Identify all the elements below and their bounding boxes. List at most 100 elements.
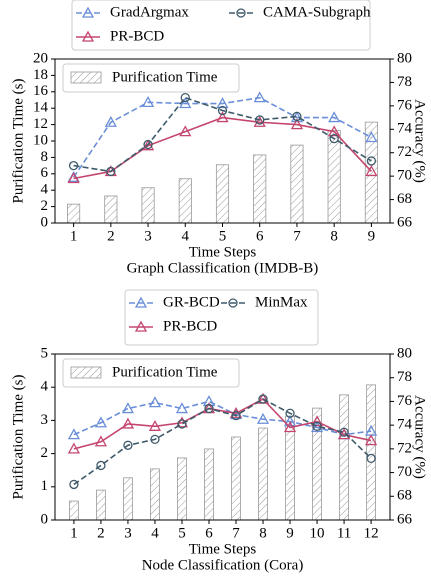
- x-tick-label: 9: [286, 525, 294, 541]
- legend-label: Purification Time: [112, 69, 218, 85]
- x-axis-label: Time Steps: [189, 244, 257, 260]
- y-tick-label: 1: [41, 478, 49, 494]
- marker: [328, 111, 341, 123]
- marker: [121, 417, 135, 429]
- line: [73, 116, 372, 180]
- y2-tick-label: 76: [397, 97, 413, 113]
- marker: [179, 125, 192, 137]
- x-tick-label: 12: [364, 525, 379, 541]
- bar: [339, 394, 349, 521]
- x-tick-label: 7: [293, 228, 301, 244]
- legend-label: GradArgmax: [110, 4, 189, 20]
- marker: [285, 408, 295, 418]
- legend-label: PR-BCD: [110, 28, 164, 44]
- bar: [253, 154, 267, 224]
- y-tick-label: 20: [33, 50, 48, 66]
- x-tick-label: 11: [337, 525, 351, 541]
- legend-swatch: [70, 71, 102, 84]
- marker: [328, 125, 341, 137]
- bar: [67, 203, 81, 224]
- marker: [202, 395, 216, 407]
- marker: [104, 115, 117, 127]
- marker: [365, 131, 378, 143]
- x-tick-label: 8: [330, 228, 338, 244]
- bar: [178, 178, 192, 224]
- y-axis-label: Purification Time (s): [10, 78, 26, 203]
- bar: [150, 468, 160, 521]
- x-tick-label: 3: [124, 525, 132, 541]
- y2-tick-label: 68: [397, 488, 412, 504]
- x-tick-label: 1: [70, 228, 78, 244]
- x-tick-label: 9: [368, 228, 376, 244]
- y-tick-label: 8: [41, 149, 49, 165]
- marker: [141, 139, 155, 151]
- marker: [366, 156, 377, 166]
- y-tick-label: 0: [41, 511, 49, 527]
- legend-label: CAMA-Subgraph: [263, 4, 371, 20]
- bar: [366, 384, 376, 521]
- y-tick-label: 5: [41, 345, 49, 361]
- marker: [339, 427, 349, 437]
- bar: [69, 500, 79, 521]
- plot-frame: [54, 353, 391, 521]
- marker: [96, 460, 106, 471]
- y-tick-label: 4: [41, 379, 49, 395]
- marker: [67, 442, 81, 454]
- marker: [217, 105, 228, 116]
- marker: [228, 298, 238, 308]
- y2-tick-label: 66: [397, 511, 413, 527]
- marker: [134, 296, 148, 308]
- bar: [258, 427, 268, 521]
- y-tick-label: 0: [41, 214, 49, 230]
- x-tick-label: 3: [144, 228, 152, 244]
- bar: [96, 489, 106, 521]
- marker: [236, 8, 246, 18]
- marker: [292, 111, 302, 122]
- marker: [253, 115, 266, 127]
- y-tick-label: 6: [41, 165, 49, 181]
- marker: [94, 416, 108, 428]
- caption: Node Classification (Cora): [142, 557, 304, 573]
- x-tick-label: 5: [219, 228, 227, 244]
- legend-box: [62, 358, 240, 388]
- marker: [310, 415, 324, 427]
- line: [73, 398, 372, 450]
- y2-tick-label: 74: [397, 417, 413, 433]
- marker: [94, 435, 108, 447]
- marker: [216, 97, 229, 109]
- marker: [134, 320, 148, 332]
- marker: [68, 160, 79, 171]
- bar: [215, 164, 230, 224]
- marker: [329, 134, 339, 144]
- marker: [148, 396, 162, 408]
- x-tick-label: 7: [232, 525, 240, 541]
- marker: [253, 91, 266, 103]
- y2-tick-label: 66: [397, 214, 413, 230]
- y-tick-label: 18: [33, 67, 48, 83]
- y2-tick-label: 70: [397, 168, 412, 184]
- legend-swatch: [70, 366, 102, 379]
- bar: [123, 477, 133, 521]
- y-tick-label: 2: [41, 445, 49, 461]
- marker: [179, 97, 192, 109]
- marker: [148, 419, 162, 431]
- x-tick-label: 10: [310, 525, 325, 541]
- y2-tick-label: 72: [397, 440, 412, 456]
- y2-tick-label: 76: [397, 393, 413, 409]
- x-tick-label: 8: [259, 525, 267, 541]
- marker: [180, 93, 190, 103]
- y-axis-label: Purification Time (s): [10, 374, 26, 499]
- marker: [290, 118, 304, 130]
- y-tick-label: 4: [41, 182, 49, 198]
- marker: [81, 6, 95, 18]
- bar: [204, 448, 214, 521]
- bar: [104, 195, 118, 224]
- y2-tick-label: 70: [397, 464, 412, 480]
- marker: [143, 139, 153, 150]
- x-tick-label: 2: [107, 228, 115, 244]
- marker: [256, 412, 270, 424]
- marker: [150, 434, 160, 445]
- bar: [231, 436, 241, 521]
- x-axis-label: Time Steps: [189, 541, 257, 557]
